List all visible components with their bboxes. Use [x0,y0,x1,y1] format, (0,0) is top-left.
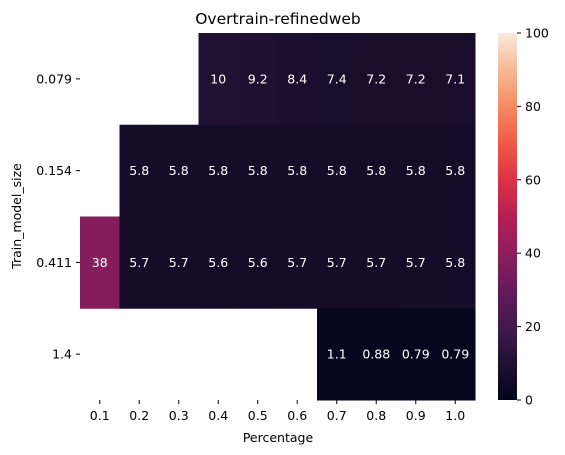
x-tick-label: 0.3 [169,408,189,423]
y-tick-label: 0.411 [36,255,72,270]
heatmap-cell [238,216,278,309]
cell-value-label: 7.1 [445,71,465,86]
cell-value-label: 5.7 [129,255,149,270]
cell-value-label: 5.7 [169,255,189,270]
heatmap-cell [277,124,318,217]
heatmap-cell [356,124,397,217]
heatmap-cell [198,33,239,126]
colorbar-tick-label: 20 [525,319,541,334]
cell-value-label: 5.8 [169,163,189,178]
x-tick-label: 0.2 [129,408,149,423]
cell-value-label: 5.7 [287,255,307,270]
colorbar-tick-label: 80 [525,99,541,114]
cell-value-label: 5.8 [445,163,465,178]
heatmap-cell [317,216,357,309]
cell-value-label: 0.79 [402,347,430,362]
colorbar-tick-label: 0 [525,393,533,408]
y-axis-label: Train_model_size [9,163,24,270]
x-tick-label: 0.8 [366,408,386,423]
x-axis-label: Percentage [243,430,314,445]
x-tick-label: 0.7 [327,408,347,423]
cell-value-label: 5.8 [406,163,426,178]
cell-value-label: 5.8 [287,163,307,178]
heatmap-cell [80,216,120,309]
heatmap-cell [238,124,278,217]
heatmap-cell [435,124,476,217]
heatmap-cell-labels: 10 9.2 8.4 7.4 7.2 7.2 7.1 5.8 5.8 5.8 5.8 5.8 5.8 5.… [92,71,469,361]
y-tick-label: 0.154 [36,163,72,178]
colorbar-ticks: 0 20 40 60 80 100 [517,26,549,408]
heatmap-cells [80,33,476,401]
heatmap-cell [435,216,476,309]
heatmap-cell [198,124,239,217]
y-axis-ticks: 0.079 0.154 0.411 1.4 [36,71,80,362]
cell-value-label: 5.8 [366,163,386,178]
heatmap-cell [277,216,318,309]
heatmap-cell [435,33,476,126]
cell-value-label: 9.2 [248,71,268,86]
heatmap-cell [396,124,436,217]
heatmap-cell [356,216,397,309]
heatmap-cell [396,216,436,309]
cell-value-label: 5.7 [327,255,347,270]
heatmap-cell [159,124,199,217]
heatmap-cell [277,33,318,126]
heatmap-cell [396,308,436,401]
cell-value-label: 5.8 [129,163,149,178]
y-tick-label: 1.4 [52,347,72,362]
cell-value-label: 5.7 [366,255,386,270]
heatmap-cell [119,124,160,217]
cell-value-label: 5.8 [327,163,347,178]
cell-value-label: 7.2 [366,71,386,86]
x-tick-label: 1.0 [445,408,465,423]
cell-value-label: 1.1 [327,347,347,362]
cell-value-label: 0.79 [441,347,469,362]
heatmap-cell [356,308,397,401]
y-tick-label: 0.079 [36,71,72,86]
x-tick-label: 0.1 [90,408,110,423]
heatmap-cell [238,33,278,126]
cell-value-label: 5.7 [406,255,426,270]
colorbar-tick-label: 100 [525,26,549,41]
colorbar-tick-label: 40 [525,246,541,261]
heatmap-cell [317,33,357,126]
cell-value-label: 7.4 [327,71,347,86]
colorbar-tick-label: 60 [525,172,541,187]
cell-value-label: 5.6 [208,255,228,270]
cell-value-label: 5.6 [248,255,268,270]
cell-value-label: 8.4 [287,71,307,86]
chart-title: Overtrain-refinedweb [195,10,361,28]
heatmap-cell [198,216,239,309]
heatmap-cell [159,216,199,309]
heatmap-cell [356,33,397,126]
x-tick-label: 0.5 [248,408,268,423]
x-axis-ticks: 0.1 0.2 0.3 0.4 0.5 0.6 0.7 0.8 0.9 1.0 [90,400,465,423]
x-tick-label: 0.4 [208,408,228,423]
heatmap-cell [435,308,476,401]
x-tick-label: 0.6 [287,408,307,423]
heatmap-cell [317,124,357,217]
cell-value-label: 5.8 [445,255,465,270]
cell-value-label: 0.88 [362,347,390,362]
heatmap-cell [396,33,436,126]
cell-value-label: 10 [210,71,226,86]
colorbar [498,33,517,400]
cell-value-label: 7.2 [406,71,426,86]
x-tick-label: 0.9 [406,408,426,423]
cell-value-label: 38 [92,255,108,270]
heatmap-cell [317,308,357,401]
cell-value-label: 5.8 [248,163,268,178]
cell-value-label: 5.8 [208,163,228,178]
heatmap-cell [119,216,160,309]
